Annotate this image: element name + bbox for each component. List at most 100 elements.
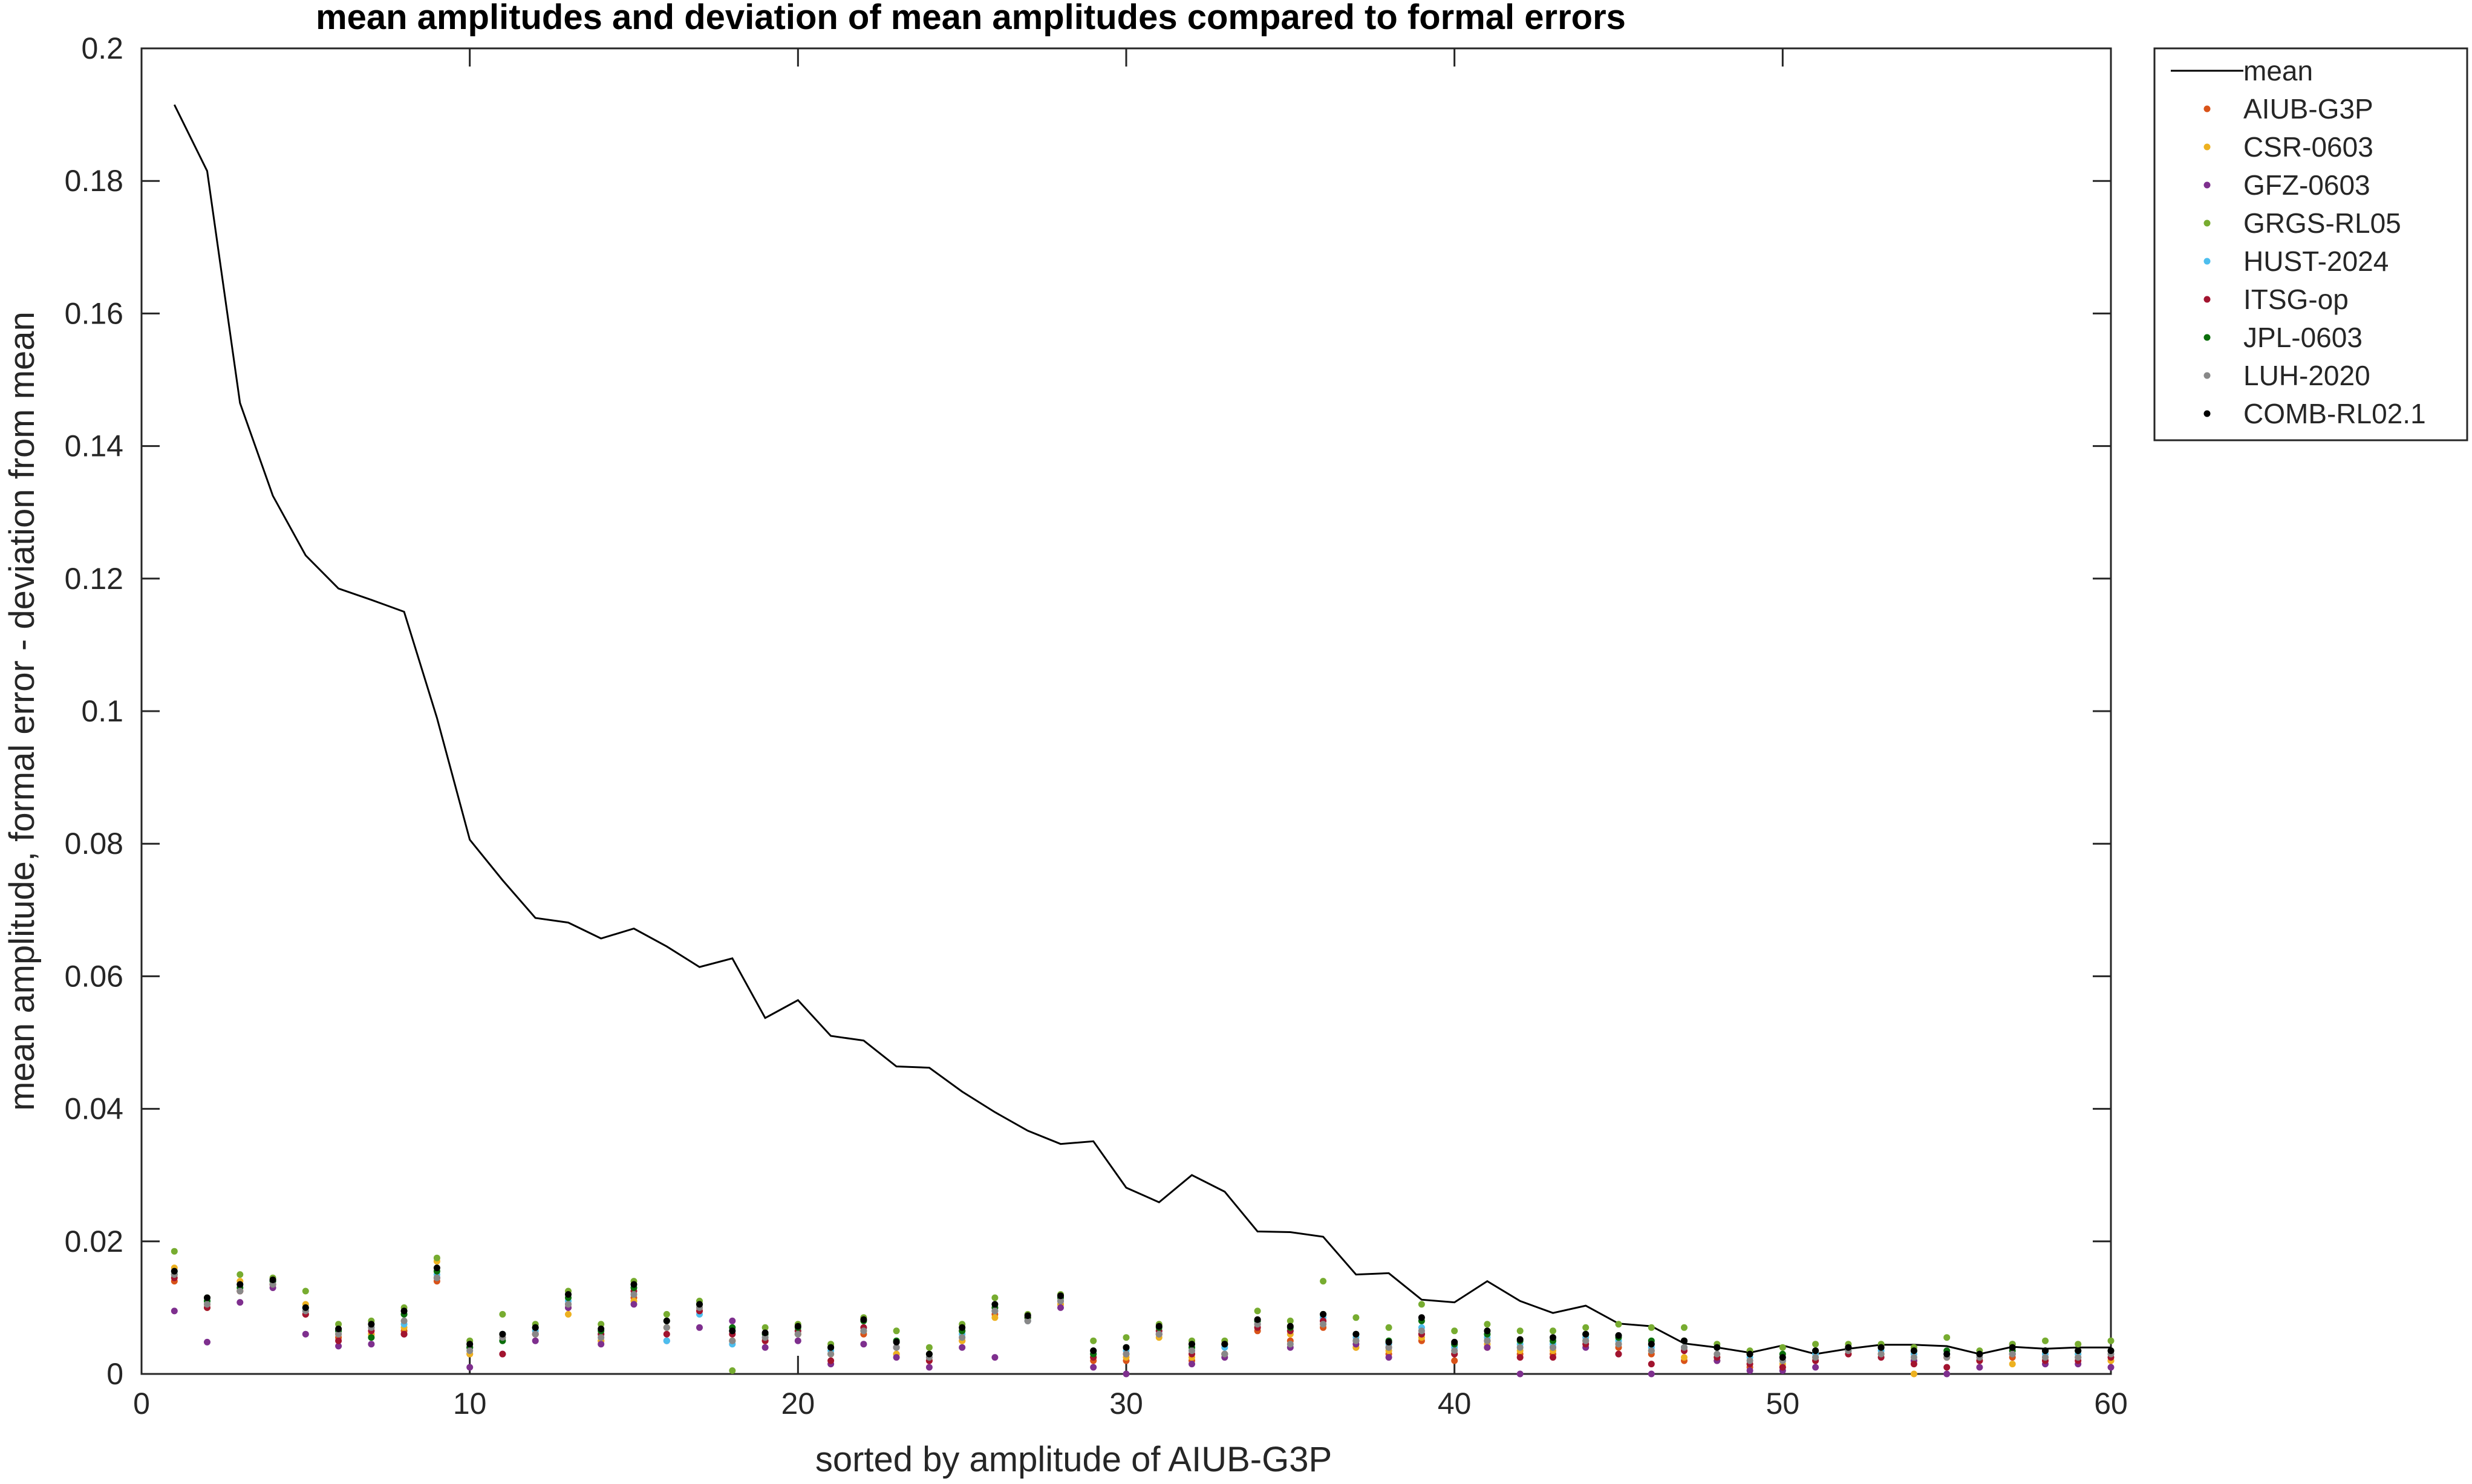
data-point bbox=[1877, 1344, 1885, 1351]
data-point bbox=[1254, 1307, 1261, 1315]
data-point bbox=[2009, 1361, 2016, 1368]
data-point bbox=[1746, 1367, 1753, 1374]
data-point bbox=[1057, 1292, 1064, 1300]
data-point bbox=[1418, 1301, 1425, 1308]
data-point bbox=[827, 1344, 835, 1351]
data-point bbox=[598, 1341, 605, 1348]
data-point bbox=[630, 1291, 638, 1298]
legend-item-grgs-rl05: GRGS-RL05 bbox=[2203, 207, 2401, 239]
data-point bbox=[991, 1301, 999, 1308]
y-tick-label: 0.14 bbox=[65, 429, 123, 463]
data-point bbox=[925, 1350, 933, 1358]
data-point bbox=[630, 1301, 638, 1308]
data-point bbox=[335, 1321, 342, 1328]
data-point bbox=[335, 1337, 342, 1344]
data-point bbox=[466, 1341, 474, 1348]
data-point bbox=[761, 1334, 769, 1341]
x-tick-label: 10 bbox=[453, 1387, 487, 1421]
data-point bbox=[1287, 1323, 1294, 1330]
data-point bbox=[959, 1334, 966, 1341]
data-point bbox=[1352, 1337, 1360, 1344]
data-point bbox=[1090, 1364, 1097, 1371]
data-point bbox=[1024, 1317, 1031, 1324]
data-point bbox=[1123, 1350, 1130, 1358]
data-point bbox=[400, 1307, 408, 1315]
x-tick-label: 20 bbox=[781, 1387, 815, 1421]
data-point bbox=[1681, 1324, 1688, 1331]
legend-items: mean AIUB-G3P CSR-0603 GFZ-0603 GRGS-RL05 HUS… bbox=[2171, 55, 2426, 429]
data-point bbox=[1615, 1332, 1622, 1339]
data-point bbox=[302, 1330, 309, 1338]
data-point bbox=[1943, 1334, 1951, 1341]
data-point bbox=[302, 1287, 309, 1295]
data-point bbox=[368, 1341, 375, 1348]
y-tick-label: 0.2 bbox=[81, 31, 123, 65]
data-point bbox=[991, 1294, 999, 1301]
data-point bbox=[1123, 1370, 1130, 1378]
data-point bbox=[827, 1350, 835, 1358]
data-point bbox=[532, 1330, 539, 1338]
legend-dot-swatch bbox=[2203, 334, 2211, 341]
chart-title: mean amplitudes and deviation of mean am… bbox=[316, 0, 1626, 37]
legend-label: GRGS-RL05 bbox=[2243, 207, 2401, 239]
legend-label: GFZ-0603 bbox=[2243, 169, 2370, 201]
data-point bbox=[663, 1324, 670, 1331]
data-point bbox=[1024, 1312, 1031, 1320]
y-tick-label: 0.08 bbox=[65, 827, 123, 861]
legend-label: CSR-0603 bbox=[2243, 131, 2373, 163]
y-tick-label: 0 bbox=[106, 1357, 123, 1391]
data-point bbox=[236, 1287, 244, 1295]
y-tick-label: 0.12 bbox=[65, 562, 123, 596]
data-point bbox=[1352, 1314, 1360, 1321]
data-point bbox=[1516, 1370, 1524, 1378]
data-point bbox=[1714, 1344, 1721, 1351]
y-tick-label: 0.02 bbox=[65, 1225, 123, 1258]
data-point bbox=[1352, 1330, 1360, 1338]
data-point bbox=[1385, 1354, 1392, 1361]
data-point bbox=[236, 1271, 244, 1278]
data-point bbox=[598, 1326, 605, 1332]
data-point bbox=[1550, 1334, 1556, 1341]
data-point bbox=[761, 1329, 769, 1336]
data-point bbox=[1418, 1327, 1425, 1335]
data-point bbox=[433, 1274, 440, 1281]
data-point bbox=[1221, 1350, 1228, 1358]
data-point bbox=[893, 1327, 900, 1335]
data-point bbox=[2075, 1354, 2082, 1361]
legend-item-jpl-0603: JPL-0603 bbox=[2203, 322, 2363, 353]
data-point bbox=[1550, 1354, 1556, 1361]
y-tick-label: 0.06 bbox=[65, 959, 123, 993]
data-point bbox=[2009, 1344, 2016, 1351]
data-point bbox=[893, 1344, 900, 1351]
data-point bbox=[1943, 1370, 1951, 1378]
data-point bbox=[1812, 1347, 1819, 1355]
x-tick-label: 50 bbox=[1766, 1387, 1800, 1421]
legend-item-aiub-g3p: AIUB-G3P bbox=[2203, 93, 2373, 125]
data-point bbox=[1254, 1321, 1261, 1328]
data-point bbox=[1287, 1341, 1294, 1348]
data-point bbox=[1451, 1357, 1458, 1364]
legend-dot-swatch bbox=[2203, 296, 2211, 303]
data-point bbox=[1779, 1354, 1786, 1361]
data-point bbox=[729, 1367, 736, 1374]
series-mean-line bbox=[173, 104, 2111, 1355]
data-point bbox=[565, 1310, 572, 1318]
data-point bbox=[663, 1330, 670, 1338]
data-point bbox=[1155, 1330, 1163, 1338]
data-point bbox=[1648, 1347, 1655, 1355]
data-point bbox=[991, 1307, 999, 1315]
data-point bbox=[302, 1304, 309, 1311]
data-point bbox=[959, 1324, 966, 1331]
data-point bbox=[1615, 1350, 1622, 1358]
y-axis-label: mean amplitude, formal error - deviation… bbox=[2, 311, 42, 1111]
legend-label: AIUB-G3P bbox=[2243, 93, 2373, 125]
data-point bbox=[1615, 1341, 1622, 1348]
data-point bbox=[1845, 1344, 1852, 1351]
data-point bbox=[433, 1264, 440, 1272]
y-tick-label: 0.18 bbox=[65, 164, 123, 198]
legend-dot-swatch bbox=[2203, 143, 2211, 151]
series-layer bbox=[171, 104, 2115, 1378]
data-point bbox=[204, 1294, 210, 1301]
legend-item-comb-rl02-1: COMB-RL02.1 bbox=[2203, 398, 2426, 429]
data-point bbox=[827, 1357, 835, 1364]
